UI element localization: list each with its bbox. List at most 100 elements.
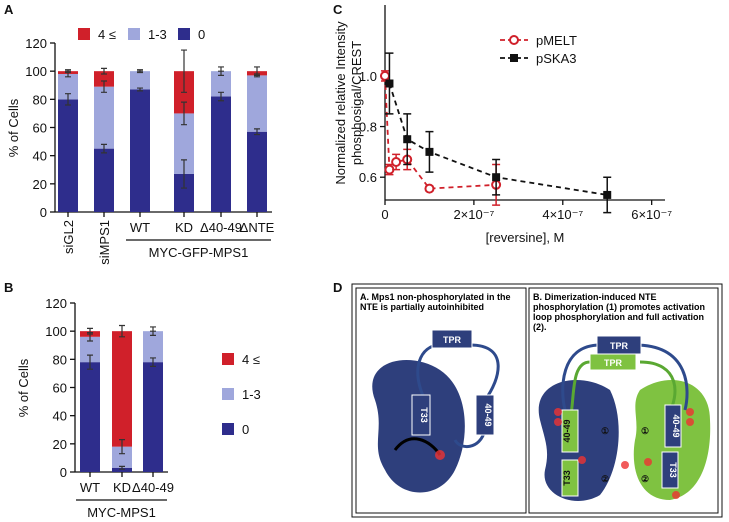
bar-segment [112,331,132,447]
x-tick-label: 4×10⁻⁷ [542,207,583,222]
bar-segment [174,173,194,212]
y-tick-label: 120 [45,296,67,311]
error-bar [65,93,71,106]
domain-label: TPR [604,358,623,368]
point [403,135,412,144]
bar-segment [94,71,114,87]
phospho-sites [554,408,694,499]
x-tick-label: Δ40-49 [200,220,242,235]
error-bar [119,324,125,338]
x-tick-label: KD [113,480,131,495]
legend-label: 0 [198,27,205,42]
series-line [384,75,497,190]
bar-segment [247,75,267,132]
y-axis-label: % of Cells [16,358,31,417]
legend-swatch [78,28,90,40]
diagram-title-text: B. Dimerization-induced NTE phosphorylat… [533,292,706,332]
error-bar [218,91,224,102]
y-axis-label: phosphosigal/CREST [349,41,364,165]
x-tick-label: siGL2 [61,220,76,254]
bar-segment [112,446,132,468]
bar-segment [80,336,100,363]
bar-segment [211,96,231,212]
domain-label: T33 [562,470,572,486]
legend-label: 0 [242,422,249,437]
bar-segment [143,362,163,472]
domain-box [664,404,682,448]
legend-label: 1-3 [148,27,167,42]
domain-label: TPR [610,341,629,351]
y-tick-label: 100 [45,324,67,339]
bar-segment [174,113,194,174]
error-bar [101,80,107,93]
bar-segment [112,467,132,472]
step-label: ② [601,474,609,484]
point [603,190,612,199]
legend-swatch [222,388,234,400]
diagram-title: A. Mps1 non-phosphorylated in the NTE is… [360,292,511,312]
error-bar [101,67,107,75]
error-bar [137,87,143,92]
y-tick-label: 40 [53,409,67,424]
domain-box [561,409,579,453]
x-tick-label: WT [130,220,150,235]
x-tick-label: siMPS1 [97,220,112,265]
error-bar [150,357,156,367]
point [391,157,402,168]
y-tick-label: 1.0 [359,69,377,84]
error-bar [181,49,187,93]
bar-segment [247,131,267,212]
error-bar [87,354,93,370]
legend-swatch [222,353,234,365]
error-bar [254,66,260,76]
legend-label: 4 ≤ [98,27,116,42]
legend-label: pSKA3 [536,51,576,66]
error-bar [65,69,71,74]
panel-letter: A [4,2,14,17]
y-tick-label: 120 [25,36,47,51]
panel-letter: D [333,280,342,295]
x-tick-label: 0 [381,207,388,222]
y-tick-label: 0 [60,465,67,480]
bar-segment [80,362,100,472]
domain-box [589,353,637,371]
y-tick-label: 60 [33,121,47,136]
y-tick-label: 60 [53,381,67,396]
legend-marker [509,35,519,45]
error-bar [87,327,93,335]
y-tick-label: 80 [53,352,67,367]
step-label: ② [641,474,649,484]
group-label: MYC-GFP-MPS1 [149,245,249,260]
step-label: ① [601,426,609,436]
group-label: MYC-MPS1 [87,505,156,520]
legend-label: 4 ≤ [242,352,260,367]
bar-segment [211,71,231,97]
domain-label: 40-49 [562,419,572,442]
bar-segment [94,148,114,212]
x-tick-label: 2×10⁻⁷ [453,207,494,222]
error-bar [254,128,260,136]
bar-segment [58,99,78,212]
error-bar [181,159,187,189]
x-tick-label: Δ40-49 [132,480,174,495]
error-bar [137,69,143,74]
domain-box [661,451,679,489]
y-axis-label: % of Cells [6,98,21,157]
domain-label: 40-49 [483,403,493,426]
domain-box [411,394,431,436]
diagram: A. Mps1 non-phosphorylated in the NTE is… [351,283,723,518]
domain-label: 40-49 [671,414,681,437]
diagram-title-text: A. Mps1 non-phosphorylated in the NTE is… [360,292,511,312]
domain-label: T33 [419,407,429,423]
legend-swatch [178,28,190,40]
x-tick-label: ΔNTE [240,220,275,235]
y-tick-label: 40 [33,149,47,164]
y-tick-label: 0.6 [359,170,377,185]
point [425,147,434,156]
domain-box [561,459,579,497]
diagram-title: B. Dimerization-induced NTE phosphorylat… [533,292,706,332]
point [385,79,394,88]
y-tick-label: 80 [33,92,47,107]
y-tick-label: 100 [25,64,47,79]
